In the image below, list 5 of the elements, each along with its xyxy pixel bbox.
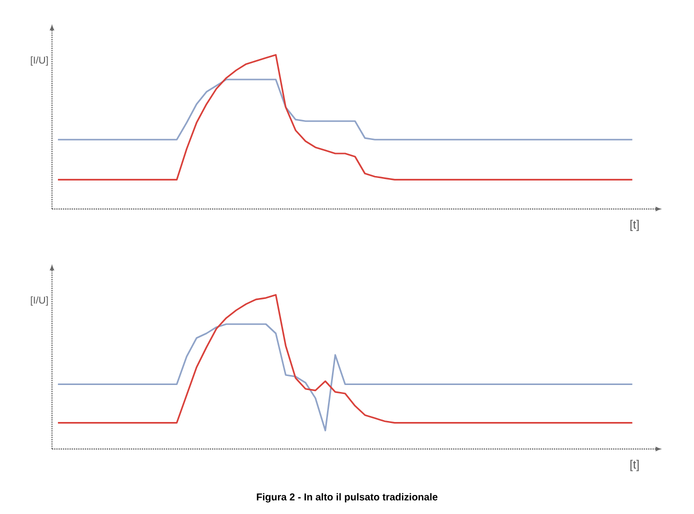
- x-axis-title: [t]: [630, 220, 639, 232]
- y-axis-title: [I/U]: [30, 56, 48, 66]
- y-axis-title: [I/U]: [30, 296, 48, 306]
- text: Figura 2 - In alto il pulsato tradizionale: [256, 493, 438, 502]
- x-axis-title: [t]: [630, 460, 639, 472]
